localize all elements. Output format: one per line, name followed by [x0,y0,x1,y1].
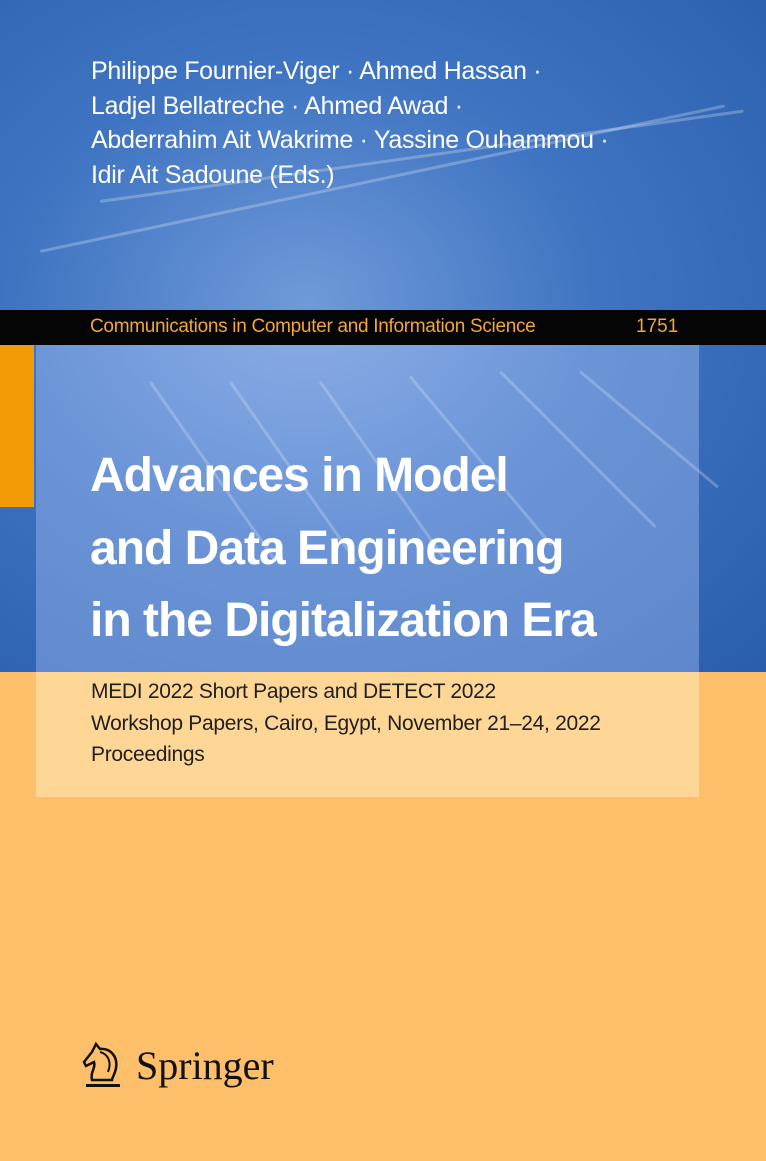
author-line: Philippe Fournier-Viger · Ahmed Hassan · [91,57,542,85]
book-subtitle: MEDI 2022 Short Papers and DETECT 2022 W… [91,676,601,771]
accent-strip [0,345,34,507]
title-panel [36,345,699,672]
author-line: Idir Ait Sadoune (Eds.) [91,160,335,189]
subtitle-line: Workshop Papers, Cairo, Egypt, November … [91,711,601,735]
authors: Philippe Fournier-Viger · Ahmed Hassan ·… [91,54,609,192]
publisher-logo: Springer [82,1040,274,1090]
subtitle-panel [36,672,699,797]
title-line: and Data Engineering [90,521,564,575]
title-line: in the Digitalization Era [90,594,597,647]
series-band [0,310,766,345]
subtitle-line: Proceedings [91,743,205,766]
author-line: Abderrahim Ait Wakrime · Yassine Ouhammo… [91,126,609,154]
book-title: Advances in Model and Data Engineering i… [90,440,597,658]
springer-horse-icon [82,1041,120,1087]
subtitle-line: MEDI 2022 Short Papers and DETECT 2022 [91,680,496,703]
series-volume: 1751 [636,316,679,337]
title-line: Advances in Model [90,449,509,502]
author-line: Ladjel Bellatreche · Ahmed Awad · [91,91,463,120]
publisher-name: Springer [136,1042,274,1088]
series-name: Communications in Computer and Informati… [90,316,536,337]
